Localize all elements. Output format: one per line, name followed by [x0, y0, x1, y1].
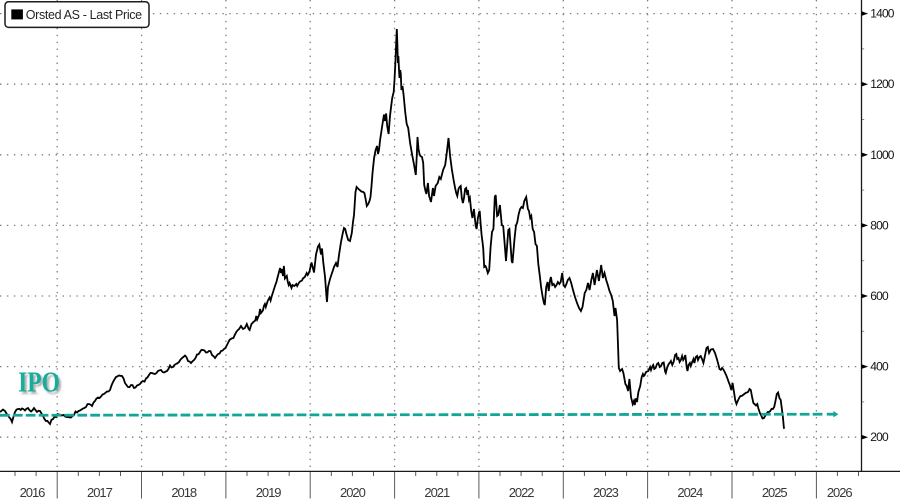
- svg-text:2016: 2016: [20, 485, 46, 499]
- svg-text:Orsted AS - Last Price: Orsted AS - Last Price: [26, 8, 142, 22]
- svg-text:2023: 2023: [593, 485, 619, 499]
- svg-text:1000: 1000: [870, 148, 894, 162]
- svg-text:800: 800: [870, 218, 889, 232]
- svg-text:400: 400: [870, 360, 889, 374]
- svg-text:2020: 2020: [340, 485, 366, 499]
- svg-text:2019: 2019: [256, 485, 282, 499]
- svg-text:IPO: IPO: [18, 367, 60, 398]
- svg-text:1200: 1200: [870, 77, 894, 91]
- svg-text:200: 200: [870, 430, 889, 444]
- svg-text:1400: 1400: [870, 7, 894, 21]
- svg-text:600: 600: [870, 289, 889, 303]
- svg-text:2022: 2022: [509, 485, 535, 499]
- svg-text:2021: 2021: [424, 485, 450, 499]
- svg-text:2024: 2024: [677, 485, 703, 499]
- svg-text:2026: 2026: [827, 485, 853, 499]
- svg-text:2025: 2025: [762, 485, 788, 499]
- svg-text:2018: 2018: [171, 485, 197, 499]
- svg-text:2017: 2017: [87, 485, 113, 499]
